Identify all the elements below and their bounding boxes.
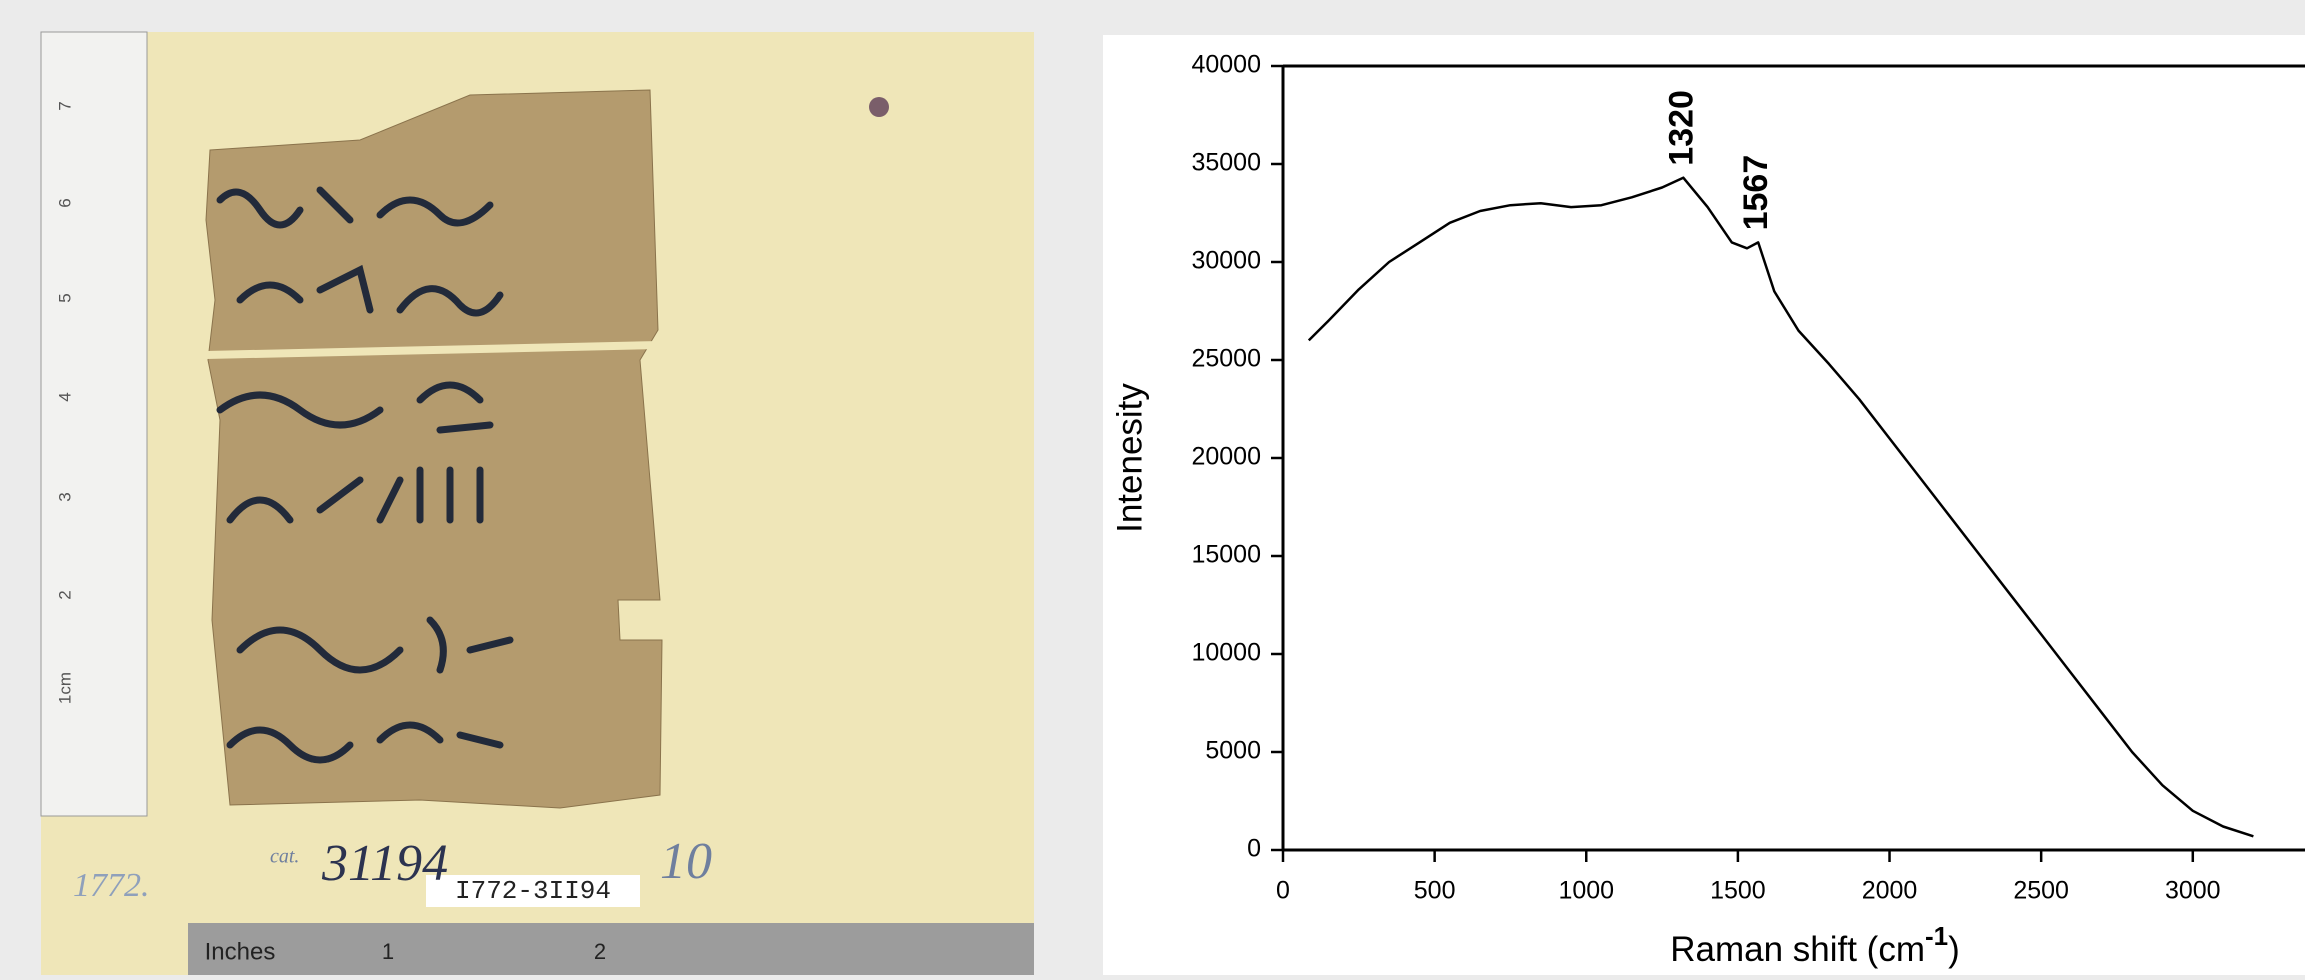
y-tick-label: 10000	[1191, 639, 1261, 667]
chart: 0500010000150002000025000300003500040000…	[1110, 51, 2305, 969]
y-tick-label: 5000	[1205, 737, 1261, 765]
y-tick-label: 20000	[1191, 443, 1261, 471]
ruler-number: 6	[55, 198, 74, 207]
photo-label: 1772.	[73, 867, 150, 904]
y-tick-label: 15000	[1191, 541, 1261, 569]
x-label-main: Raman shift (cm	[1670, 930, 1925, 969]
ruler-number: 2	[55, 590, 74, 599]
data-line	[1307, 176, 2254, 838]
ruler-number: 1cm	[55, 672, 74, 704]
x-tick-label: 3000	[2165, 877, 2221, 905]
papyrus	[205, 89, 663, 809]
x-label-sup: -1	[1925, 921, 1948, 951]
ruler-number: 5	[55, 293, 74, 302]
ruler-number: 4	[55, 392, 74, 401]
x-tick-label: 500	[1414, 877, 1456, 905]
ruler-number: 7	[55, 101, 74, 110]
ink-writing	[216, 186, 514, 764]
y-tick-label: 0	[1247, 835, 1261, 863]
photo-label: 31194	[321, 835, 448, 892]
y-tick-label: 30000	[1191, 247, 1261, 275]
y-tick-label: 35000	[1191, 149, 1261, 177]
x-axis-label: Raman shift (cm-1)	[1670, 921, 1960, 969]
photo-label: cat.	[270, 846, 299, 868]
chart-panel	[1103, 35, 2305, 975]
y-tick-label: 40000	[1191, 51, 1261, 79]
papyrus-crack	[205, 341, 661, 359]
x-tick-label: 0	[1276, 877, 1290, 905]
inch-ruler	[188, 923, 1034, 975]
stain	[869, 97, 889, 117]
x-tick-label: 1000	[1558, 877, 1614, 905]
x-tick-label: 2500	[2013, 877, 2069, 905]
peak-annotation: 1567	[1737, 155, 1775, 231]
ruler-number: 1	[382, 939, 394, 964]
y-axis-label: Intenesity	[1110, 383, 1149, 533]
ruler-number: 3	[55, 492, 74, 501]
ruler-number: 2	[594, 939, 606, 964]
x-label-end: )	[1948, 930, 1960, 969]
papyrus-photo: 1cm 2 3 4 5 6 7 Inches 1 2 1772. cat. 31194 I772-3II9…	[40, 31, 1034, 975]
label-tag	[426, 875, 640, 907]
cm-ruler	[40, 31, 148, 817]
photo-label: I772-3II94	[455, 876, 611, 906]
y-tick-label: 25000	[1191, 345, 1261, 373]
x-tick-label: 1500	[1710, 877, 1766, 905]
peak-annotation: 1320	[1662, 90, 1700, 166]
photo-label: 10	[660, 833, 712, 890]
x-tick-label: 2000	[1862, 877, 1918, 905]
ruler-number: Inches	[205, 938, 276, 965]
